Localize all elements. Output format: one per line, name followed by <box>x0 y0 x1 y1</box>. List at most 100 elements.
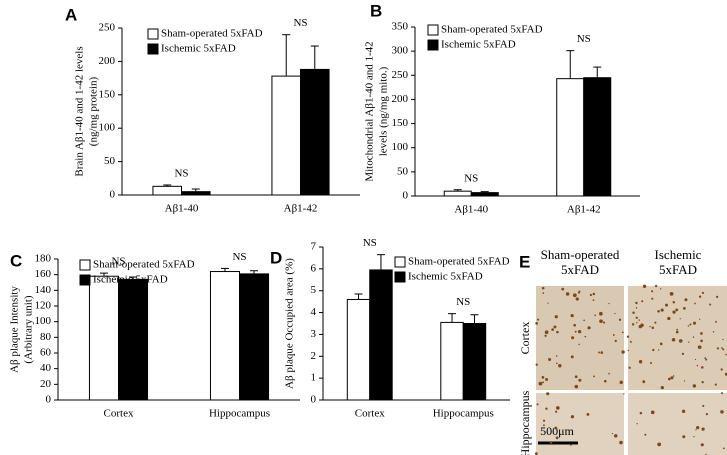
legend-swatch <box>394 271 406 283</box>
tissue-dot <box>554 315 558 319</box>
micrograph <box>536 286 624 390</box>
bar <box>440 321 464 401</box>
y-tick-label: 80 <box>40 331 52 343</box>
tissue-dot <box>701 291 705 295</box>
bar <box>346 298 371 401</box>
tissue-dot <box>720 368 723 371</box>
tissue-dot <box>714 383 717 386</box>
tissue-dot <box>627 349 630 352</box>
tissue-dot <box>632 311 635 314</box>
tissue-dot <box>700 443 704 447</box>
tissue-dot <box>642 380 646 384</box>
tissue-dot <box>592 292 596 296</box>
tissue-dot <box>578 343 580 346</box>
annotation: NS <box>577 33 591 45</box>
tissue-dot <box>667 377 671 381</box>
tissue-dot <box>555 355 558 357</box>
tissue-dot <box>614 312 616 315</box>
panel-label: B <box>370 1 382 20</box>
annotation: NS <box>232 251 246 263</box>
tissue-dot <box>670 376 674 380</box>
tissue-dot <box>570 444 572 446</box>
y-tick-label: 100 <box>99 122 116 134</box>
tissue-dot <box>722 348 725 351</box>
bar <box>271 75 302 196</box>
legend-swatch <box>427 39 439 51</box>
y-axis-label: Brain Aβ1-40 and 1-42 levels <box>74 46 86 176</box>
tissue-dot <box>672 375 675 377</box>
y-tick-label: 6 <box>311 262 317 274</box>
tissue-dot <box>548 358 552 362</box>
y-axis-label: (ng/mg protein) <box>88 76 100 146</box>
tissue-dot <box>660 308 664 312</box>
tissue-dot <box>657 442 662 447</box>
tissue-dot <box>700 332 703 335</box>
y-tick-label: 150 <box>392 117 409 129</box>
tissue-dot <box>682 435 686 439</box>
annotation: NS <box>174 168 188 180</box>
tissue-dot <box>628 366 631 369</box>
tissue-dot <box>542 292 545 294</box>
x-tick-label: Hippocampus <box>433 408 494 420</box>
tissue-dot <box>600 351 604 354</box>
y-tick-label: 350 <box>392 21 409 33</box>
tissue-dot <box>704 357 707 359</box>
legend-label: Sham-operated 5xFAD <box>408 256 510 268</box>
tissue-dot <box>574 330 577 333</box>
legend-swatch <box>427 24 439 36</box>
legend-label: Ischemic 5xFAD <box>161 43 236 55</box>
tissue-dot <box>593 375 596 378</box>
y-tick-label: 150 <box>99 88 116 100</box>
tissue-dot <box>602 321 606 324</box>
tissue-dot <box>626 335 630 338</box>
tissue-dot <box>577 291 581 294</box>
tissue-dot <box>715 320 717 323</box>
tissue-dot <box>570 355 574 359</box>
tissue-dot <box>555 436 559 440</box>
tissue-dot <box>586 412 590 416</box>
bar <box>470 192 499 197</box>
x-tick-label: Cortex <box>104 408 134 420</box>
tissue-dot <box>577 329 582 334</box>
y-tick-label: 300 <box>392 45 409 57</box>
tissue-dot <box>721 347 723 349</box>
tissue-dot <box>555 410 558 413</box>
bar <box>583 77 612 197</box>
panel-label: A <box>65 5 77 24</box>
tissue-dot <box>631 323 635 326</box>
legend-label: Sham-operated 5xFAD <box>161 28 263 40</box>
tissue-dot <box>621 331 624 334</box>
tissue-dot <box>549 441 553 444</box>
bar <box>369 269 393 401</box>
tissue-dot <box>692 384 697 388</box>
tissue-dot <box>542 381 544 384</box>
x-tick-label: Aβ1-40 <box>165 203 199 215</box>
tissue-dot <box>638 360 643 364</box>
tissue-dot <box>681 352 685 355</box>
tissue-dot <box>657 349 660 351</box>
tissue-dot <box>553 325 557 329</box>
annotation: NS <box>111 256 125 268</box>
bar <box>556 78 585 197</box>
tissue-dot <box>541 286 545 290</box>
tissue-dot <box>716 347 719 350</box>
tissue-dot <box>694 358 697 361</box>
y-tick-label: 2 <box>311 350 317 362</box>
tissue-dot <box>699 318 701 320</box>
tissue-dot <box>613 434 618 438</box>
micrograph <box>628 393 727 455</box>
bar <box>88 275 119 401</box>
tissue-dot <box>675 330 679 334</box>
legend-label: Sham-operated 5xFAD <box>441 24 543 36</box>
bar <box>443 190 472 197</box>
legend-label: Ischemic 5xFAD <box>93 274 168 286</box>
tissue-dot <box>694 302 696 305</box>
y-axis-label: (Arbitrary unit) <box>23 295 35 363</box>
y-tick-label: 200 <box>99 55 116 67</box>
y-tick-label: 50 <box>104 155 116 167</box>
tissue-dot <box>695 429 697 431</box>
legend-swatch <box>147 43 159 55</box>
tissue-dot <box>659 342 663 346</box>
tissue-dot <box>669 291 674 296</box>
tissue-dot <box>574 375 578 379</box>
